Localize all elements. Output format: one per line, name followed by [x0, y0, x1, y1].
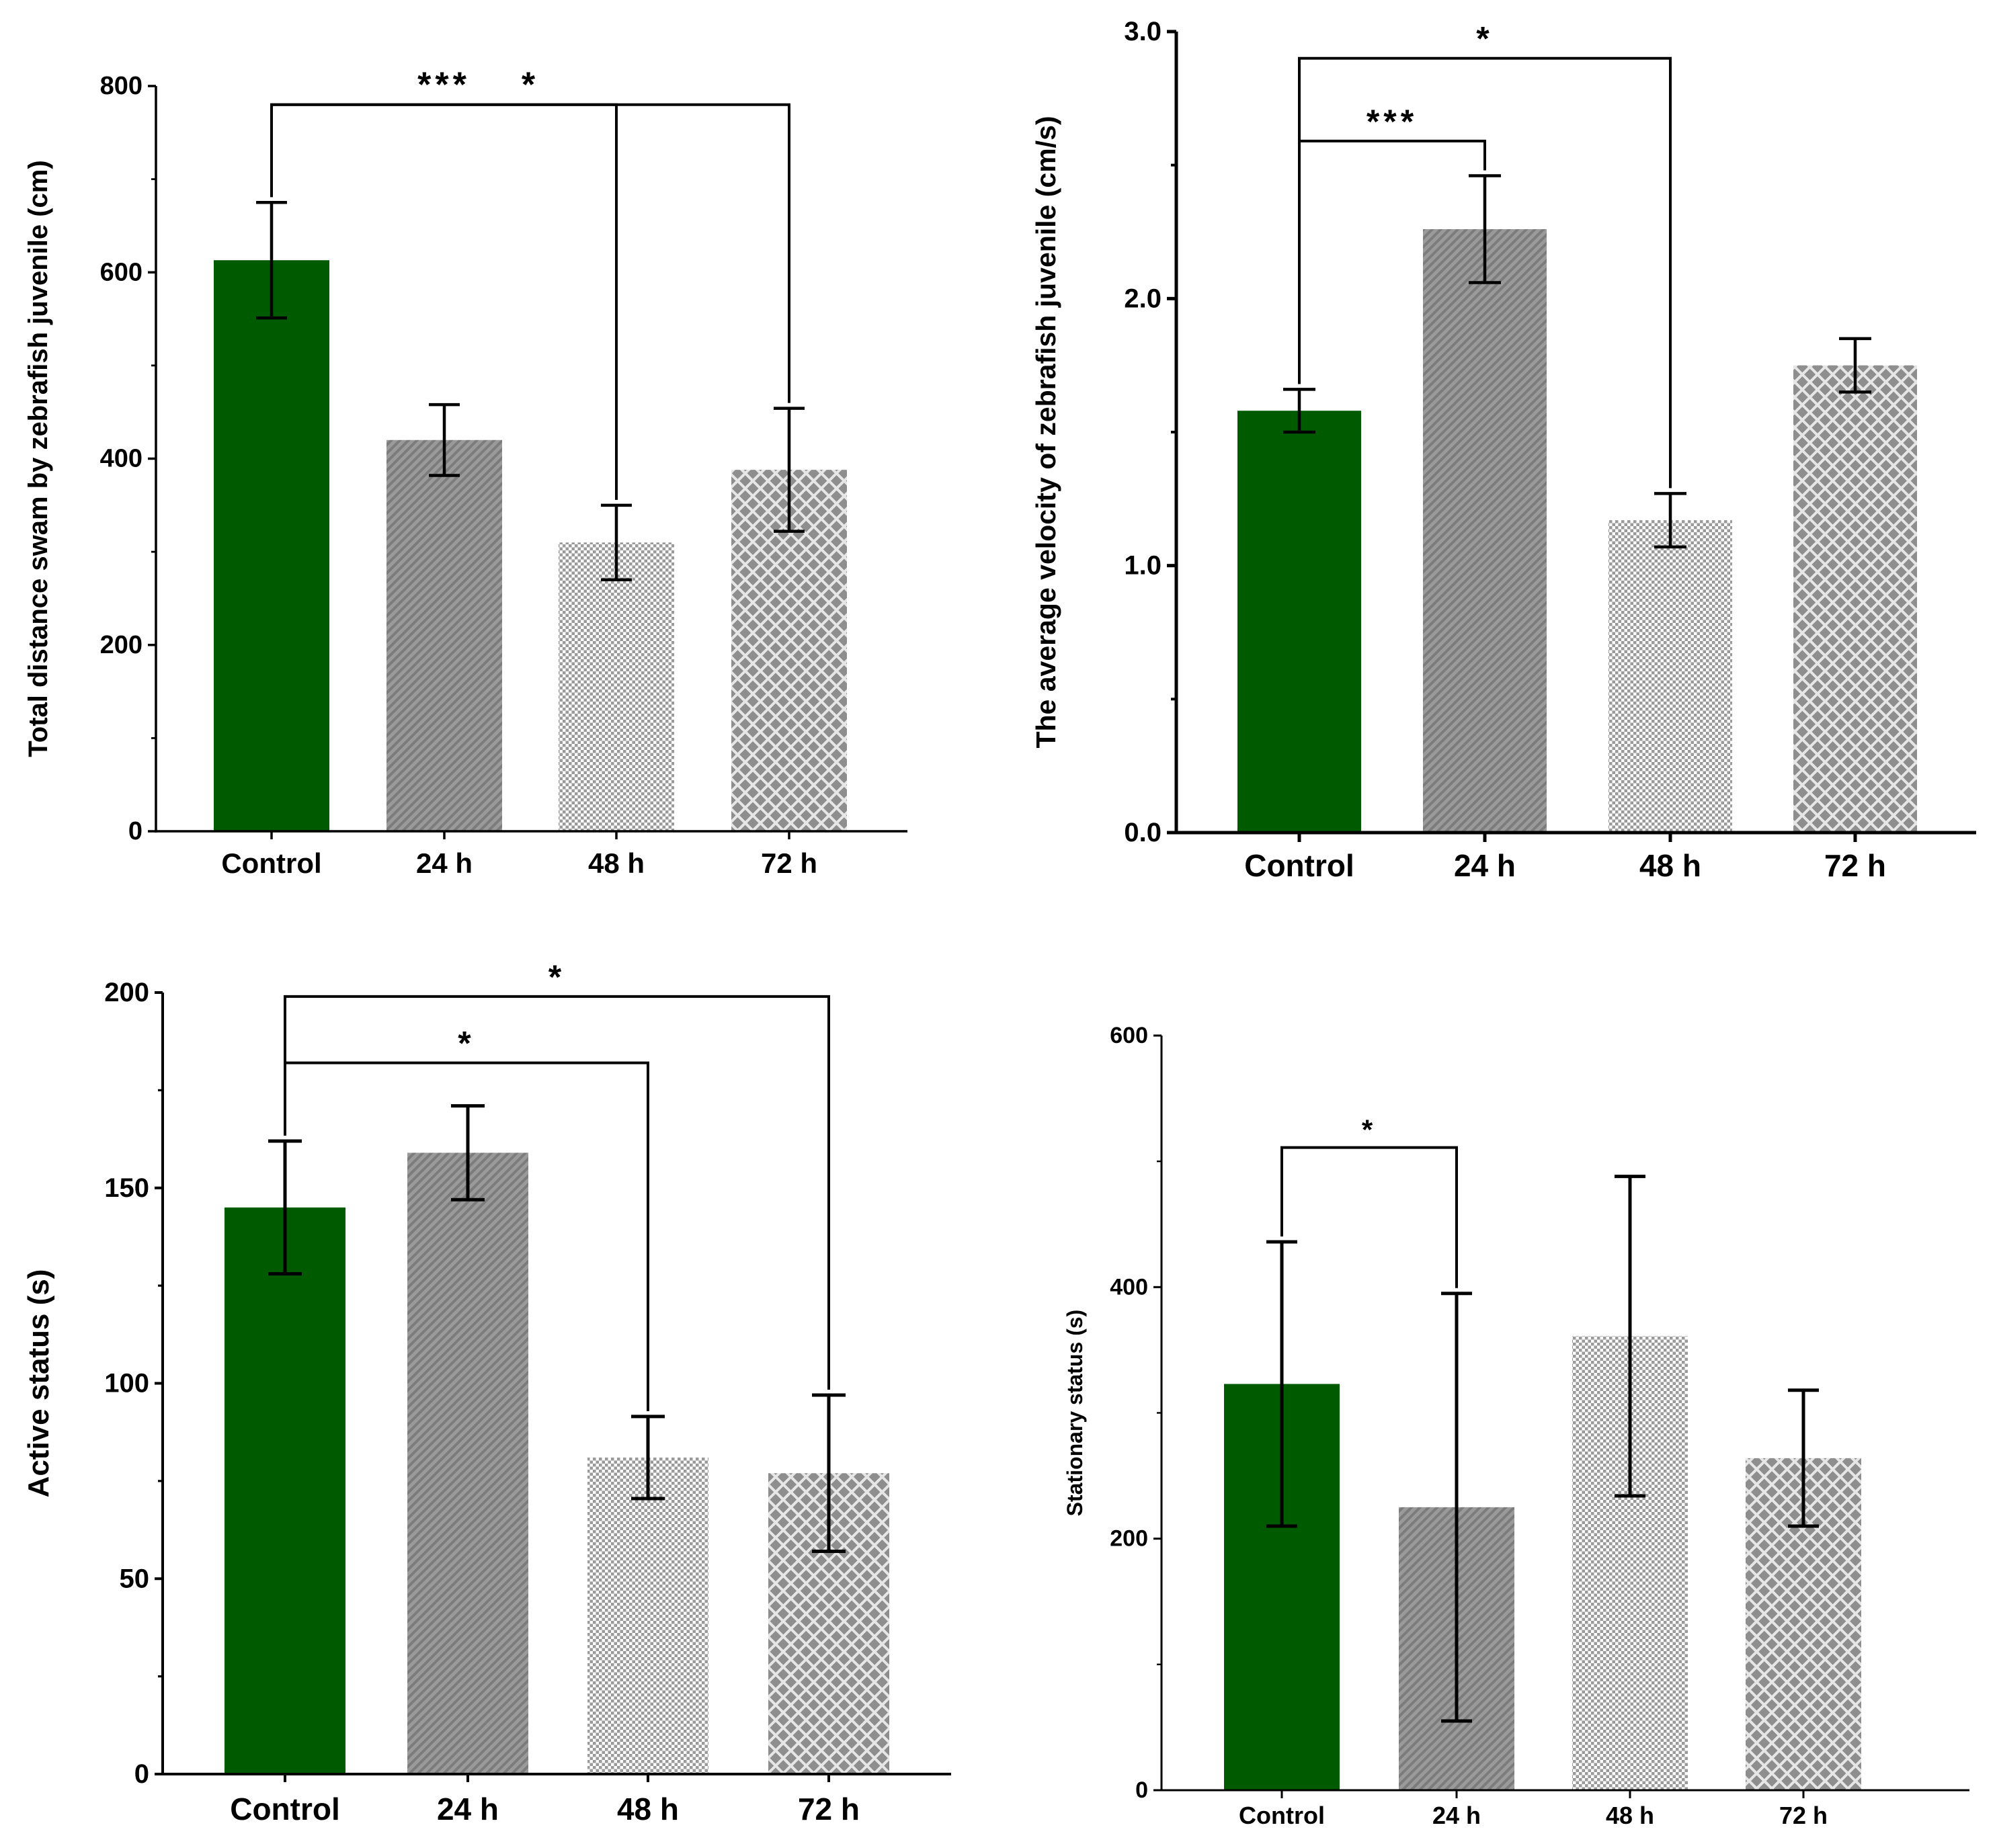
category-label: 72 h	[761, 847, 817, 879]
y-axis-label: Active status (s)	[22, 1269, 55, 1498]
panel-stationary-status: 0 200 400 600 Control 24 h 48 h 72 h Stationary …	[1063, 1023, 1969, 1829]
category-label: Control	[1244, 848, 1354, 883]
error-bar-0	[1283, 388, 1315, 434]
y-tick-label: 150	[104, 1173, 149, 1203]
category-label: 24 h	[1432, 1802, 1481, 1829]
category-label: 48 h	[617, 1792, 679, 1826]
category-label: Control	[221, 847, 321, 879]
error-bar-1	[1469, 174, 1501, 284]
y-tick-label: 3.0	[1124, 17, 1161, 46]
bar-0	[214, 260, 329, 831]
y-axis-label: Total distance swam by zebrafish juvenil…	[24, 160, 53, 757]
y-axis-label: The average velocity of zebrafish juveni…	[1030, 116, 1061, 748]
bar-2	[1608, 520, 1732, 833]
significance-label: *	[1476, 20, 1493, 58]
y-tick-label: 0	[128, 817, 142, 845]
y-tick-label: 400	[1110, 1274, 1148, 1300]
category-label: 48 h	[588, 847, 645, 879]
error-bar-3	[774, 407, 805, 533]
category-label: 24 h	[437, 1792, 499, 1826]
category-label: 72 h	[1779, 1802, 1828, 1829]
error-bar-1	[1441, 1292, 1472, 1723]
y-tick-label: 800	[100, 72, 142, 100]
y-axis-label: Stationary status (s)	[1063, 1310, 1087, 1517]
y-tick-label: 200	[104, 978, 149, 1007]
bar-1	[386, 439, 502, 831]
panel-total-distance: 0 200 400 600 800 Control 24 h 48 h 72 h Total di…	[24, 66, 907, 879]
y-tick-label: 200	[1110, 1526, 1148, 1552]
significance-label: *	[458, 1025, 475, 1062]
y-tick-label: 400	[100, 445, 142, 473]
bar-2	[587, 1457, 708, 1774]
y-tick-label: 100	[104, 1369, 149, 1398]
y-tick-label: 0	[134, 1759, 149, 1789]
significance-label: *	[522, 66, 539, 105]
bar-2	[559, 542, 674, 831]
error-bar-2	[631, 1415, 665, 1501]
category-label: 48 h	[1606, 1802, 1654, 1829]
significance-bracket-1: *	[270, 66, 790, 403]
significance-bracket-1: *	[284, 958, 830, 1390]
significance-bracket-1: *	[1298, 20, 1672, 489]
bar-0	[225, 1207, 345, 1774]
error-bar-0	[268, 1139, 302, 1276]
significance-label: *	[548, 958, 565, 996]
y-tick-label: 0.0	[1124, 818, 1161, 847]
bar-3	[1793, 365, 1917, 833]
bar-0	[1237, 411, 1361, 833]
category-label: 72 h	[798, 1792, 860, 1826]
panel-average-velocity: 0.0 1.0 2.0 3.0 Control 24 h 48 h 72 h The avera…	[1030, 17, 1976, 883]
significance-label: *	[1362, 1114, 1377, 1146]
bar-1	[1423, 229, 1547, 833]
category-label: Control	[1239, 1802, 1325, 1829]
category-label: 24 h	[416, 847, 473, 879]
y-tick-label: 50	[120, 1564, 150, 1593]
error-bar-0	[256, 201, 287, 320]
significance-label: ***	[417, 66, 471, 105]
error-bar-2	[1615, 1175, 1645, 1498]
category-label: Control	[230, 1792, 340, 1826]
category-label: 72 h	[1824, 848, 1886, 883]
error-bar-3	[1839, 337, 1871, 394]
error-bar-2	[1654, 492, 1686, 549]
error-bar-3	[1788, 1388, 1819, 1528]
error-bar-1	[429, 403, 460, 477]
y-tick-label: 2.0	[1124, 284, 1161, 313]
significance-bracket-0: *	[1280, 1114, 1458, 1288]
y-tick-label: 1.0	[1124, 551, 1161, 581]
error-bar-2	[601, 503, 632, 581]
category-label: 24 h	[1454, 848, 1516, 883]
y-tick-label: 200	[100, 631, 142, 659]
bar-1	[407, 1152, 528, 1774]
y-tick-label: 600	[100, 258, 142, 286]
significance-label: ***	[1367, 103, 1418, 140]
panel-active-status: 0 50 100 150 200 Control 24 h 48 h 72 h Active st…	[22, 958, 951, 1826]
error-bar-3	[812, 1393, 846, 1554]
error-bar-1	[451, 1104, 485, 1202]
category-label: 48 h	[1639, 848, 1701, 883]
error-bar-0	[1266, 1240, 1297, 1528]
y-tick-label: 0	[1135, 1777, 1148, 1803]
y-tick-label: 600	[1110, 1023, 1148, 1048]
